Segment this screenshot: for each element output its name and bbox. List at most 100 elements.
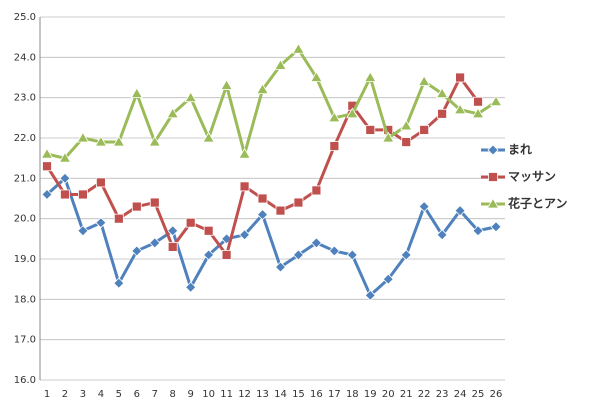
marker [293,197,304,208]
marker [418,201,430,213]
series-line [45,76,480,257]
y-tick-label: 17.0 [14,335,36,346]
y-tick-label: 20.0 [14,214,36,225]
marker [131,201,142,212]
y-tick-label: 18.0 [14,294,36,305]
x-tick-label: 3 [80,389,86,400]
marker [59,172,71,184]
marker [149,197,160,208]
marker [436,229,448,241]
marker [203,225,214,236]
marker [311,185,322,196]
marker [488,172,498,182]
x-tick-label: 26 [490,389,503,400]
marker [60,189,70,200]
marker [77,225,89,237]
marker [148,135,161,147]
y-tick-label: 24.0 [14,52,36,63]
marker [274,261,287,273]
marker [112,135,126,147]
marker [239,181,250,192]
marker [149,237,161,249]
x-tick-label: 1 [44,389,50,400]
x-tick-label: 19 [364,389,377,400]
marker [310,237,322,249]
marker [202,131,215,143]
x-tick-label: 8 [170,389,176,400]
marker [184,91,197,103]
marker [346,107,359,119]
marker [257,193,268,204]
marker [401,137,412,147]
marker [310,71,323,82]
marker [471,107,485,119]
marker [453,103,467,115]
marker [167,225,179,237]
marker [113,213,124,224]
marker [346,249,358,261]
x-tick-label: 14 [274,389,287,400]
marker [365,125,376,135]
marker [455,72,465,83]
marker [42,161,52,172]
marker [419,125,430,135]
marker [41,188,53,201]
x-tick-label: 4 [98,389,104,400]
x-tick-label: 9 [187,389,193,400]
marker [292,249,305,261]
marker [328,111,341,123]
marker [275,205,286,216]
marker [400,249,412,261]
x-tick-label: 18 [346,389,359,400]
marker [167,241,178,252]
x-tick-label: 6 [134,389,140,400]
x-tick-label: 21 [400,389,413,400]
marker [95,177,106,188]
x-tick-label: 24 [454,389,467,400]
marker [274,59,287,70]
marker [487,144,499,156]
legend-label: まれ [508,143,532,157]
legend-label: 花子とアン [508,196,568,211]
marker [185,281,197,293]
series-line [46,47,497,160]
marker [256,209,269,221]
marker [220,79,233,90]
y-tick-label: 21.0 [14,173,36,184]
marker [454,205,466,217]
x-tick-label: 17 [328,389,341,400]
marker [221,250,232,260]
series-line [45,176,497,297]
marker [364,289,376,301]
marker [382,273,394,285]
marker [130,87,143,99]
y-tick-label: 23.0 [14,93,36,104]
marker [58,151,72,163]
y-tick-label: 25.0 [14,12,36,23]
marker [203,249,215,261]
marker [435,87,449,99]
x-tick-label: 2 [62,389,68,400]
marker [131,245,143,257]
marker [400,119,413,131]
marker [437,108,448,119]
x-tick-label: 20 [382,389,395,400]
marker [78,189,88,200]
marker [364,71,377,82]
marker [166,107,179,119]
y-tick-label: 22.0 [14,133,36,144]
x-tick-label: 25 [472,389,485,400]
marker [417,75,431,86]
marker [94,135,108,147]
x-tick-label: 13 [256,389,269,400]
marker [238,229,251,241]
x-tick-label: 22 [418,389,431,400]
y-tick-label: 16.0 [14,375,36,386]
marker [76,131,90,143]
x-tick-label: 10 [202,389,215,400]
x-tick-label: 16 [310,389,323,400]
marker [40,147,54,159]
x-tick-label: 23 [436,389,449,400]
marker [185,217,196,228]
